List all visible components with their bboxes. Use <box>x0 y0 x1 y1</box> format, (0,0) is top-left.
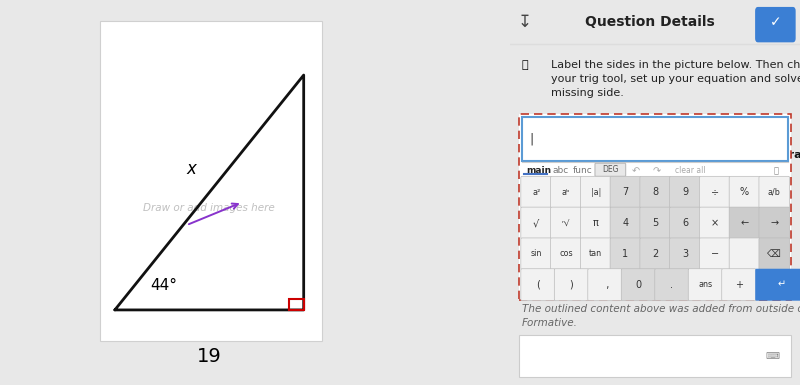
Text: ⌨: ⌨ <box>766 351 780 361</box>
Text: ans: ans <box>698 280 713 289</box>
Text: a²: a² <box>532 188 540 197</box>
Text: 2: 2 <box>652 249 658 259</box>
FancyBboxPatch shape <box>699 238 730 270</box>
FancyBboxPatch shape <box>622 269 656 301</box>
FancyBboxPatch shape <box>519 114 791 300</box>
FancyBboxPatch shape <box>699 176 730 208</box>
Text: func: func <box>573 166 593 174</box>
Text: ↶: ↶ <box>632 166 640 176</box>
Text: ↧: ↧ <box>518 13 532 31</box>
Text: 9: 9 <box>682 187 688 197</box>
FancyBboxPatch shape <box>729 238 760 270</box>
Text: √: √ <box>533 218 539 228</box>
Text: The outlined content above was added from outside of
Formative.: The outlined content above was added fro… <box>522 304 800 328</box>
Text: ×: × <box>710 218 718 228</box>
FancyBboxPatch shape <box>610 176 641 208</box>
FancyBboxPatch shape <box>610 238 641 270</box>
FancyBboxPatch shape <box>554 269 589 301</box>
Text: cos: cos <box>559 249 573 258</box>
FancyBboxPatch shape <box>521 176 551 208</box>
Text: Be sure to show all your work on the diagram and
put your answer in the box belo: Be sure to show all your work on the dia… <box>528 150 800 174</box>
Text: ÷: ÷ <box>710 187 718 197</box>
Text: π: π <box>593 218 598 228</box>
Text: clear all: clear all <box>675 166 706 175</box>
Text: 6: 6 <box>682 218 688 228</box>
Text: ↵: ↵ <box>778 280 786 290</box>
FancyBboxPatch shape <box>670 238 700 270</box>
Text: |a|: |a| <box>590 188 601 197</box>
FancyBboxPatch shape <box>755 269 800 301</box>
FancyBboxPatch shape <box>580 238 611 270</box>
FancyBboxPatch shape <box>550 207 582 239</box>
FancyBboxPatch shape <box>699 207 730 239</box>
Text: ←: ← <box>741 218 749 228</box>
Text: ⌫: ⌫ <box>767 249 781 259</box>
FancyBboxPatch shape <box>522 117 789 161</box>
FancyBboxPatch shape <box>759 176 790 208</box>
Text: tan: tan <box>589 249 602 258</box>
FancyBboxPatch shape <box>640 176 670 208</box>
Text: a/b: a/b <box>768 188 781 197</box>
FancyBboxPatch shape <box>99 21 322 341</box>
FancyBboxPatch shape <box>688 269 722 301</box>
FancyBboxPatch shape <box>595 163 626 176</box>
Text: ✓: ✓ <box>770 15 781 29</box>
FancyBboxPatch shape <box>550 176 582 208</box>
FancyBboxPatch shape <box>610 207 641 239</box>
Text: 5: 5 <box>652 218 658 228</box>
FancyBboxPatch shape <box>580 176 611 208</box>
FancyBboxPatch shape <box>722 269 756 301</box>
Text: ↷: ↷ <box>652 166 661 176</box>
FancyBboxPatch shape <box>729 176 760 208</box>
FancyBboxPatch shape <box>588 269 622 301</box>
FancyBboxPatch shape <box>580 207 611 239</box>
FancyBboxPatch shape <box>670 207 700 239</box>
Text: →: → <box>770 218 778 228</box>
Text: Question Details: Question Details <box>585 15 714 29</box>
FancyBboxPatch shape <box>521 207 551 239</box>
Text: 19: 19 <box>197 346 222 366</box>
FancyBboxPatch shape <box>521 269 555 301</box>
FancyBboxPatch shape <box>550 238 582 270</box>
Text: 🖊: 🖊 <box>522 60 529 70</box>
Text: +: + <box>735 280 743 290</box>
Text: ⁿ√: ⁿ√ <box>562 219 570 228</box>
FancyBboxPatch shape <box>519 335 791 377</box>
Text: 1: 1 <box>622 249 629 259</box>
Text: 4: 4 <box>622 218 629 228</box>
Text: abc: abc <box>552 166 569 174</box>
Text: 0: 0 <box>635 280 642 290</box>
Text: Draw or add images here: Draw or add images here <box>143 203 275 213</box>
FancyBboxPatch shape <box>521 238 551 270</box>
FancyBboxPatch shape <box>640 207 670 239</box>
Text: 8: 8 <box>652 187 658 197</box>
Text: main: main <box>526 166 551 174</box>
FancyBboxPatch shape <box>755 7 796 42</box>
FancyBboxPatch shape <box>759 238 790 270</box>
Text: 7: 7 <box>622 187 629 197</box>
FancyBboxPatch shape <box>640 238 670 270</box>
FancyBboxPatch shape <box>654 269 689 301</box>
Text: x: x <box>186 161 196 178</box>
Text: ,: , <box>600 280 610 290</box>
Text: (: ( <box>536 280 540 290</box>
Text: DEG: DEG <box>602 165 618 174</box>
Text: |: | <box>530 132 534 145</box>
Text: sin: sin <box>530 249 542 258</box>
FancyBboxPatch shape <box>759 207 790 239</box>
Text: aᵇ: aᵇ <box>562 188 570 197</box>
Text: 3: 3 <box>682 249 688 259</box>
Text: 44°: 44° <box>150 278 178 293</box>
FancyBboxPatch shape <box>670 176 700 208</box>
Text: .: . <box>670 280 674 290</box>
Text: %: % <box>740 187 749 197</box>
Text: 🔧: 🔧 <box>774 166 779 175</box>
Text: −: − <box>710 249 718 259</box>
Text: Label the sides in the picture below. Then choose
your trig tool, set up your eq: Label the sides in the picture below. Th… <box>551 60 800 98</box>
Text: ): ) <box>570 280 574 290</box>
FancyBboxPatch shape <box>729 207 760 239</box>
